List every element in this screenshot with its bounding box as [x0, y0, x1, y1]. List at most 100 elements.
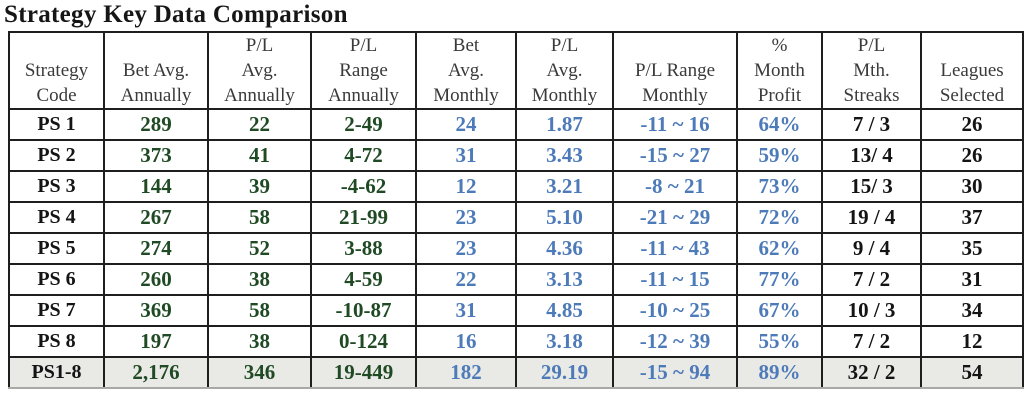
table-row: PS 6 260 38 4-59 22 3.13 -11 ~ 15 77% 7 …: [8, 263, 1024, 296]
table-cell: 35: [920, 232, 1024, 265]
strategy-code-cell: PS 3: [8, 170, 105, 203]
table-cell: 38: [207, 325, 312, 358]
header-row: Strategy Code Bet Avg. Annually P/L Avg.…: [8, 31, 1024, 110]
table-cell: 41: [207, 139, 312, 172]
table-cell: 67%: [736, 294, 823, 327]
table-cell: 13/ 4: [821, 139, 922, 172]
table-cell: -8 ~ 21: [612, 170, 738, 203]
table-row: PS 7 369 58 -10-87 31 4.85 -10 ~ 25 67% …: [8, 294, 1024, 327]
table-row: PS 3 144 39 -4-62 12 3.21 -8 ~ 21 73% 15…: [8, 170, 1024, 203]
table-cell: 32 / 2: [821, 356, 922, 389]
table-cell: 3.43: [515, 139, 614, 172]
table-cell: 4.36: [515, 232, 614, 265]
strategy-comparison-table: Strategy Code Bet Avg. Annually P/L Avg.…: [8, 31, 1024, 389]
table-cell: 59%: [736, 139, 823, 172]
column-header-pl-avg-monthly: P/L Avg. Monthly: [515, 31, 614, 110]
strategy-code-cell: PS 2: [8, 139, 105, 172]
table-row: PS 1 289 22 2-49 24 1.87 -11 ~ 16 64% 7 …: [8, 108, 1024, 141]
column-header-bet-avg-monthly: Bet Avg. Monthly: [415, 31, 517, 110]
strategy-code-cell: PS 4: [8, 201, 105, 234]
table-cell: 19 / 4: [821, 201, 922, 234]
table-cell: -11 ~ 15: [612, 263, 738, 296]
table-cell: 12: [415, 170, 517, 203]
table-cell: 64%: [736, 108, 823, 141]
table-cell: 1.87: [515, 108, 614, 141]
table-cell: 4-59: [310, 263, 417, 296]
strategy-code-cell: PS 5: [8, 232, 105, 265]
table-cell: 197: [103, 325, 209, 358]
table-cell: 3.21: [515, 170, 614, 203]
table-cell: 369: [103, 294, 209, 327]
table-cell: 10 / 3: [821, 294, 922, 327]
table-cell: 3.18: [515, 325, 614, 358]
table-cell: 182: [415, 356, 517, 389]
table-cell: 7 / 2: [821, 263, 922, 296]
table-cell: 21-99: [310, 201, 417, 234]
table-cell: 5.10: [515, 201, 614, 234]
table-cell: 3.13: [515, 263, 614, 296]
table-cell: 7 / 2: [821, 325, 922, 358]
table-cell: 15/ 3: [821, 170, 922, 203]
table-row: PS 8 197 38 0-124 16 3.18 -12 ~ 39 55% 7…: [8, 325, 1024, 358]
table-cell: 52: [207, 232, 312, 265]
table-cell: 31: [415, 294, 517, 327]
table-cell: -10-87: [310, 294, 417, 327]
table-cell: 260: [103, 263, 209, 296]
table-cell: 23: [415, 232, 517, 265]
table-cell: 2-49: [310, 108, 417, 141]
table-cell: 73%: [736, 170, 823, 203]
table-cell: -10 ~ 25: [612, 294, 738, 327]
table-cell: 58: [207, 294, 312, 327]
table-row: PS 2 373 41 4-72 31 3.43 -15 ~ 27 59% 13…: [8, 139, 1024, 172]
table-cell: -15 ~ 27: [612, 139, 738, 172]
table-cell: 30: [920, 170, 1024, 203]
strategy-code-cell: PS 7: [8, 294, 105, 327]
total-row: PS1-8 2,176 346 19-449 182 29.19 -15 ~ 9…: [8, 356, 1024, 389]
table-cell: 77%: [736, 263, 823, 296]
table-row: PS 4 267 58 21-99 23 5.10 -21 ~ 29 72% 1…: [8, 201, 1024, 234]
table-cell: 3-88: [310, 232, 417, 265]
strategy-code-cell: PS 1: [8, 108, 105, 141]
table-cell: -12 ~ 39: [612, 325, 738, 358]
table-cell: 37: [920, 201, 1024, 234]
table-cell: 4.85: [515, 294, 614, 327]
table-cell: 0-124: [310, 325, 417, 358]
table-cell: 12: [920, 325, 1024, 358]
table-cell: 289: [103, 108, 209, 141]
table-cell: 26: [920, 139, 1024, 172]
table-cell: 23: [415, 201, 517, 234]
table-cell: 29.19: [515, 356, 614, 389]
column-header-pl-range-annually: P/L Range Annually: [310, 31, 417, 110]
table-cell: 26: [920, 108, 1024, 141]
column-header-pct-month-profit: % Month Profit: [736, 31, 823, 110]
table-cell: 22: [207, 108, 312, 141]
column-header-leagues-selected: Leagues Selected: [920, 31, 1024, 110]
page-title: Strategy Key Data Comparison: [4, 1, 348, 28]
strategy-code-cell: PS 8: [8, 325, 105, 358]
table-cell: 34: [920, 294, 1024, 327]
table-cell: -21 ~ 29: [612, 201, 738, 234]
table-cell: 4-72: [310, 139, 417, 172]
table-cell: 346: [207, 356, 312, 389]
column-header-bet-avg-annually: Bet Avg. Annually: [103, 31, 209, 110]
table-cell: 373: [103, 139, 209, 172]
strategy-code-cell: PS 6: [8, 263, 105, 296]
table-cell: 24: [415, 108, 517, 141]
column-header-pl-mth-streaks: P/L Mth. Streaks: [821, 31, 922, 110]
table-cell: 19-449: [310, 356, 417, 389]
table-cell: 72%: [736, 201, 823, 234]
table-cell: 55%: [736, 325, 823, 358]
table-cell: 2,176: [103, 356, 209, 389]
column-header-pl-range-monthly: P/L Range Monthly: [612, 31, 738, 110]
table-cell: -4-62: [310, 170, 417, 203]
table-cell: 22: [415, 263, 517, 296]
table-cell: 7 / 3: [821, 108, 922, 141]
table-cell: 58: [207, 201, 312, 234]
table-cell: 54: [920, 356, 1024, 389]
table-cell: 144: [103, 170, 209, 203]
table-cell: 16: [415, 325, 517, 358]
table-cell: 267: [103, 201, 209, 234]
table-cell: -11 ~ 43: [612, 232, 738, 265]
table-cell: 38: [207, 263, 312, 296]
